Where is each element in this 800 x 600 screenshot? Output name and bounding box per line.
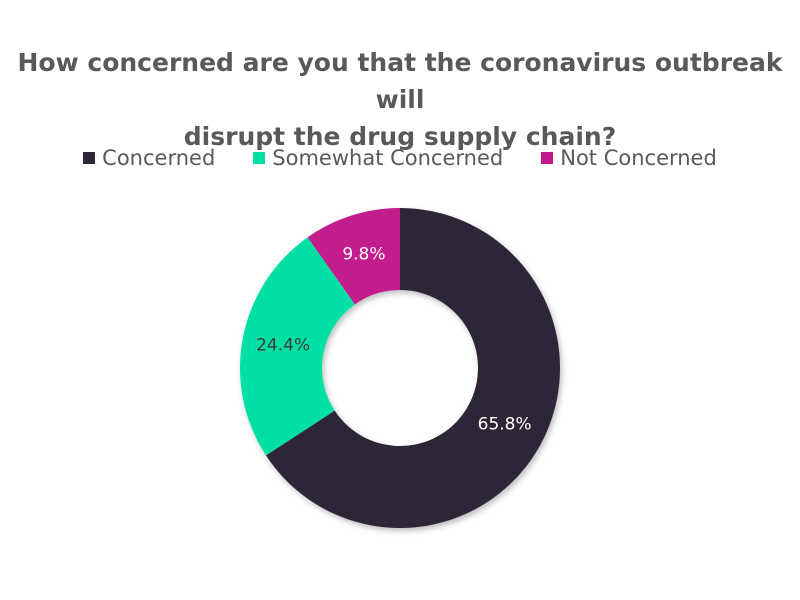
legend-label-concerned: Concerned <box>102 146 216 170</box>
chart-title-line-2: disrupt the drug supply chain? <box>183 122 617 151</box>
legend-swatch-not-concerned <box>541 152 554 164</box>
chart-title-line-1: How concerned are you that the coronavir… <box>17 48 783 114</box>
legend-item-somewhat-concerned: Somewhat Concerned <box>253 146 503 170</box>
chart-title: How concerned are you that the coronavir… <box>0 44 800 155</box>
legend-label-somewhat-concerned: Somewhat Concerned <box>272 146 504 170</box>
data-label-somewhat-concerned: 24.4% <box>256 336 310 356</box>
donut-slice-not-concerned <box>307 208 400 305</box>
data-label-not-concerned: 9.8% <box>342 245 385 265</box>
chart-legend: Concerned Somewhat Concerned Not Concern… <box>0 146 800 170</box>
donut-slices <box>239 208 561 528</box>
legend-label-not-concerned: Not Concerned <box>560 146 717 170</box>
donut-slice-somewhat-concerned <box>239 237 355 456</box>
donut-slice-concerned <box>265 208 561 528</box>
legend-item-concerned: Concerned <box>83 146 215 170</box>
legend-swatch-concerned <box>83 152 96 164</box>
legend-item-not-concerned: Not Concerned <box>541 146 717 170</box>
legend-swatch-somewhat-concerned <box>253 152 266 164</box>
donut-labels: 65.8% 24.4% 9.8% <box>256 245 532 435</box>
data-label-concerned: 65.8% <box>478 415 532 435</box>
